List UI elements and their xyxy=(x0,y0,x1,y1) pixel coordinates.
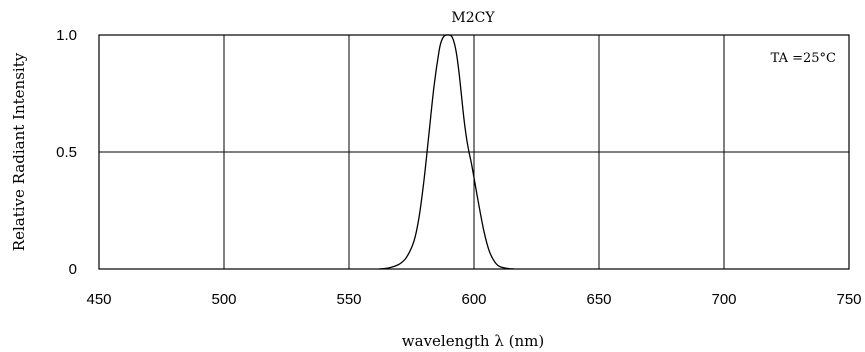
y-tick-label: 0 xyxy=(69,261,77,278)
chart-title: M2CY xyxy=(451,10,495,26)
plot-frame xyxy=(98,34,850,270)
x-tick-label: 550 xyxy=(336,291,361,308)
y-axis-ticks: 0 0.5 1.0 xyxy=(56,27,77,278)
y-tick-label: 1.0 xyxy=(56,27,77,44)
temperature-annotation: TA =25°C xyxy=(771,51,836,66)
y-axis-label: Relative Radiant Intensity xyxy=(10,52,28,251)
grid xyxy=(98,34,850,270)
x-tick-label: 700 xyxy=(711,291,736,308)
x-tick-label: 750 xyxy=(836,291,861,308)
x-axis-label: wavelength λ (nm) xyxy=(402,332,544,350)
x-tick-label: 500 xyxy=(211,291,236,308)
x-tick-label: 450 xyxy=(86,291,111,308)
y-tick-label: 0.5 xyxy=(56,144,77,161)
series-line xyxy=(378,34,515,270)
x-tick-label: 650 xyxy=(586,291,611,308)
x-tick-label: 600 xyxy=(461,291,486,308)
x-axis-ticks: 450 500 550 600 650 700 750 xyxy=(86,291,861,308)
